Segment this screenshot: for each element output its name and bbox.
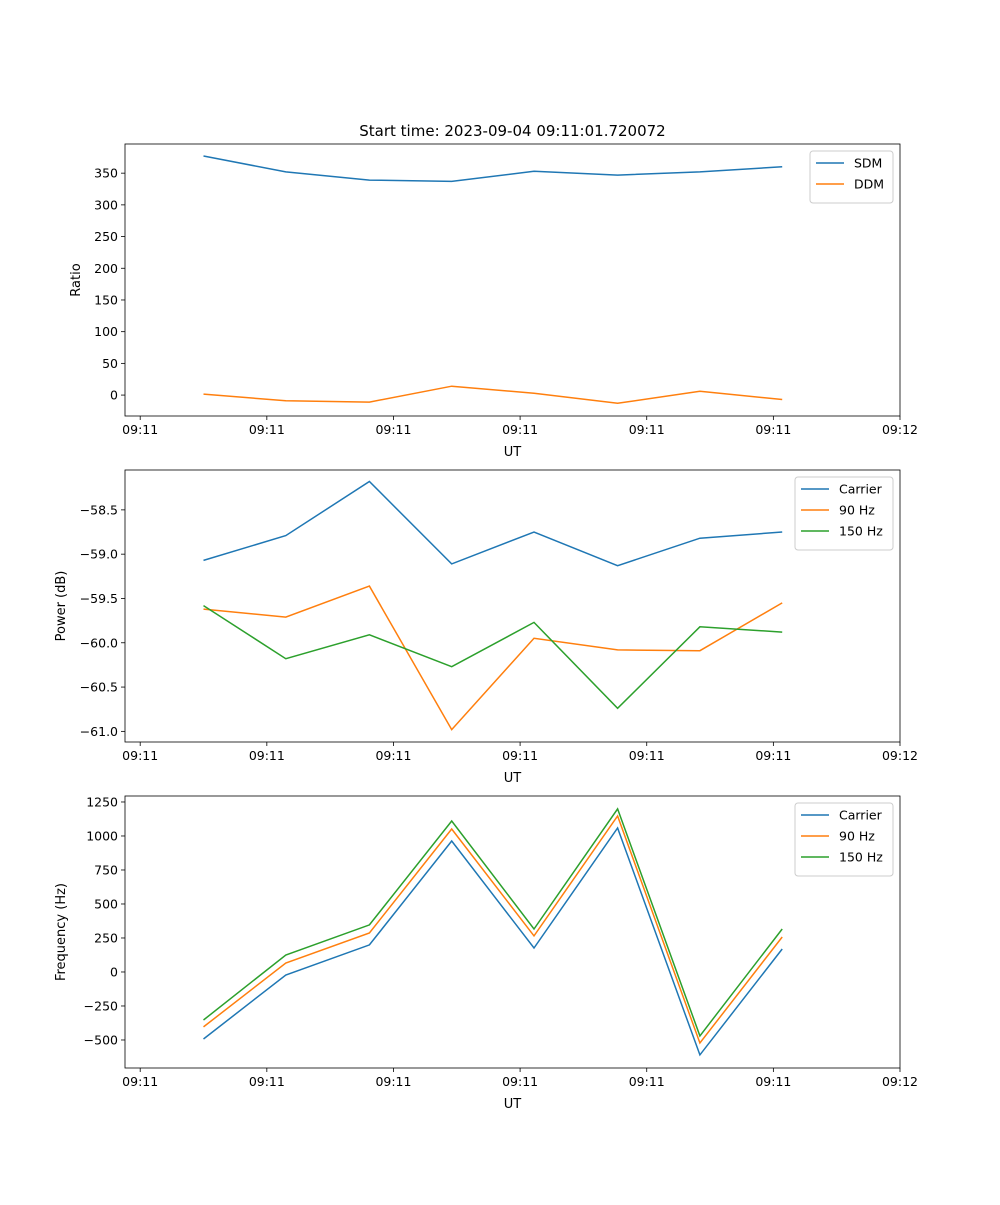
x-tick-label: 09:11 (629, 1074, 665, 1089)
x-tick-label: 09:11 (629, 748, 665, 763)
y-tick-label: 1000 (86, 828, 118, 843)
legend-label: 90 Hz (839, 829, 875, 844)
legend-label: 150 Hz (839, 850, 883, 865)
y-tick-label: 250 (94, 229, 118, 244)
y-tick-label: −60.0 (80, 635, 118, 650)
x-tick-label: 09:11 (502, 1074, 538, 1089)
legend-label: 150 Hz (839, 524, 883, 539)
series-line-90-hz (203, 585, 783, 731)
legend: SDM DDM (809, 150, 894, 204)
y-axis-label: Frequency (Hz) (54, 883, 69, 981)
x-tick-label: 09:11 (755, 422, 791, 437)
series-line-90-hz (203, 814, 783, 1045)
y-tick-label: 0 (110, 964, 118, 979)
y-tick-label: 100 (94, 324, 118, 339)
legend-box (809, 150, 894, 204)
x-tick-label: 09:11 (375, 1074, 411, 1089)
y-axis-label: Ratio (69, 263, 84, 296)
x-tick-label: 09:12 (882, 422, 918, 437)
series-line-carrier (203, 826, 783, 1057)
x-axis-label: UT (504, 445, 522, 460)
x-tick-label: 09:11 (122, 1074, 158, 1089)
subplot-3: 09:11 09:11 09:11 09:11 09:11 09:11 09:12 −500 −… (54, 794, 918, 1112)
series-line-150-hz (203, 807, 783, 1038)
x-tick-label: 09:11 (755, 748, 791, 763)
x-tick-label: 09:11 (502, 422, 538, 437)
legend-label: 90 Hz (839, 503, 875, 518)
axes-frame (124, 143, 901, 417)
x-tick-label: 09:11 (502, 748, 538, 763)
series-line-150-hz (203, 604, 783, 710)
legend-label: SDM (854, 156, 882, 171)
x-tick-label: 09:11 (249, 1074, 285, 1089)
y-tick-label: 200 (94, 261, 118, 276)
x-tick-label: 09:11 (122, 422, 158, 437)
x-tick-label: 09:11 (122, 748, 158, 763)
legend: Carrier 90 Hz 150 Hz (794, 476, 894, 551)
x-axis-label: UT (504, 1097, 522, 1112)
legend-label: DDM (854, 177, 884, 192)
y-tick-label: 750 (94, 862, 118, 877)
y-tick-label: −60.5 (80, 680, 118, 695)
y-tick-label: 1250 (86, 794, 118, 809)
y-tick-label: 350 (94, 166, 118, 181)
axes-frame (124, 469, 901, 743)
axes-frame (124, 795, 901, 1069)
x-tick-label: 09:11 (375, 748, 411, 763)
y-tick-label: 150 (94, 292, 118, 307)
series-line-carrier (203, 480, 783, 567)
y-tick-label: −250 (84, 998, 118, 1013)
y-tick-label: 300 (94, 197, 118, 212)
legend-label: Carrier (839, 482, 883, 497)
x-tick-label: 09:11 (249, 748, 285, 763)
x-tick-label: 09:11 (755, 1074, 791, 1089)
x-axis-label: UT (504, 771, 522, 786)
x-tick-label: 09:11 (629, 422, 665, 437)
legend-label: Carrier (839, 808, 883, 823)
y-tick-label: −500 (84, 1032, 118, 1047)
chart-title: Start time: 2023-09-04 09:11:01.720072 (359, 122, 665, 140)
y-tick-label: 500 (94, 896, 118, 911)
y-tick-label: −59.0 (80, 547, 118, 562)
y-tick-label: −59.5 (80, 591, 118, 606)
y-tick-label: 50 (102, 356, 118, 371)
x-tick-label: 09:12 (882, 1074, 918, 1089)
y-tick-label: −61.0 (80, 724, 118, 739)
x-tick-label: 09:11 (249, 422, 285, 437)
legend: Carrier 90 Hz 150 Hz (794, 802, 894, 877)
subplot-2: 09:11 09:11 09:11 09:11 09:11 09:11 09:12 −61.0… (54, 469, 918, 786)
x-tick-label: 09:11 (375, 422, 411, 437)
y-tick-label: 0 (110, 388, 118, 403)
x-tick-label: 09:12 (882, 748, 918, 763)
series-line-sdm (203, 155, 783, 183)
y-tick-label: −58.5 (80, 502, 118, 517)
subplot-1: Start time: 2023-09-04 09:11:01.720072 09… (69, 122, 918, 460)
series-line-ddm (203, 385, 783, 405)
y-axis-label: Power (dB) (54, 571, 69, 642)
y-tick-label: 250 (94, 930, 118, 945)
